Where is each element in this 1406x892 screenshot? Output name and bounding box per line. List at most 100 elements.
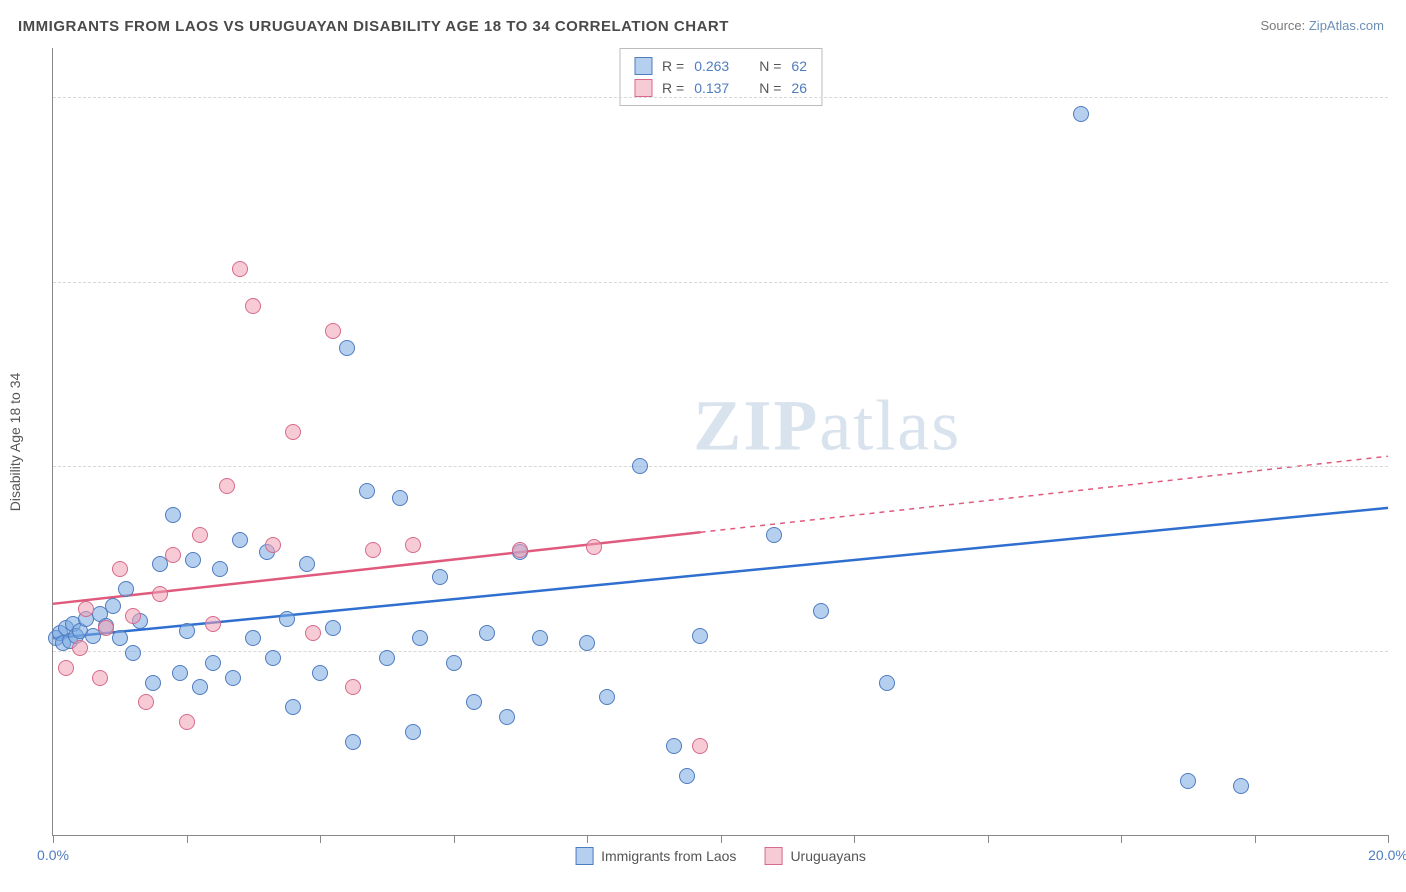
data-point: [666, 738, 682, 754]
data-point: [78, 601, 94, 617]
data-point: [692, 628, 708, 644]
data-point: [265, 537, 281, 553]
xtick: [1388, 835, 1389, 843]
data-point: [265, 650, 281, 666]
data-point: [365, 542, 381, 558]
n-label-pink: N =: [759, 80, 781, 96]
data-point: [879, 675, 895, 691]
data-point: [813, 603, 829, 619]
data-point: [532, 630, 548, 646]
xtick-label: 0.0%: [37, 847, 69, 863]
n-value-pink: 26: [791, 80, 807, 96]
data-point: [92, 670, 108, 686]
r-label-pink: R =: [662, 80, 684, 96]
ytick-label: 30.0%: [1394, 89, 1406, 105]
data-point: [499, 709, 515, 725]
data-point: [219, 478, 235, 494]
data-point: [692, 738, 708, 754]
swatch-blue-icon: [634, 57, 652, 75]
data-point: [392, 490, 408, 506]
data-point: [359, 483, 375, 499]
data-point: [125, 608, 141, 624]
scatter-plot: Disability Age 18 to 34 ZIPatlas R = 0.2…: [52, 48, 1388, 836]
legend-item-laos: Immigrants from Laos: [575, 847, 736, 865]
data-point: [205, 655, 221, 671]
r-value-pink: 0.137: [694, 80, 729, 96]
watermark: ZIPatlas: [693, 384, 961, 467]
data-point: [205, 616, 221, 632]
swatch-pink-icon: [764, 847, 782, 865]
data-point: [72, 640, 88, 656]
data-point: [112, 561, 128, 577]
data-point: [245, 630, 261, 646]
data-point: [405, 537, 421, 553]
data-point: [58, 660, 74, 676]
data-point: [325, 620, 341, 636]
r-label-blue: R =: [662, 58, 684, 74]
gridline: [53, 97, 1388, 98]
y-axis-label: Disability Age 18 to 34: [7, 372, 23, 511]
data-point: [512, 542, 528, 558]
swatch-pink-icon: [634, 79, 652, 97]
data-point: [285, 699, 301, 715]
xtick: [587, 835, 588, 843]
data-point: [138, 694, 154, 710]
watermark-atlas: atlas: [819, 385, 961, 465]
xtick: [53, 835, 54, 843]
data-point: [232, 532, 248, 548]
xtick: [454, 835, 455, 843]
trendline-solid: [53, 508, 1388, 638]
data-point: [632, 458, 648, 474]
data-point: [466, 694, 482, 710]
data-point: [446, 655, 462, 671]
data-point: [379, 650, 395, 666]
xtick-label: 20.0%: [1368, 847, 1406, 863]
data-point: [192, 527, 208, 543]
data-point: [479, 625, 495, 641]
data-point: [125, 645, 141, 661]
data-point: [165, 547, 181, 563]
series-legend: Immigrants from Laos Uruguayans: [575, 847, 866, 865]
xtick: [187, 835, 188, 843]
data-point: [285, 424, 301, 440]
ytick-label: 7.5%: [1394, 643, 1406, 659]
data-point: [185, 552, 201, 568]
data-point: [152, 586, 168, 602]
data-point: [1073, 106, 1089, 122]
data-point: [118, 581, 134, 597]
trendline-dashed: [700, 456, 1388, 532]
data-point: [345, 734, 361, 750]
data-point: [412, 630, 428, 646]
source-prefix: Source:: [1260, 18, 1308, 33]
xtick: [988, 835, 989, 843]
data-point: [232, 261, 248, 277]
data-point: [299, 556, 315, 572]
n-label-blue: N =: [759, 58, 781, 74]
data-point: [586, 539, 602, 555]
data-point: [245, 298, 261, 314]
data-point: [405, 724, 421, 740]
data-point: [145, 675, 161, 691]
data-point: [179, 714, 195, 730]
chart-title: IMMIGRANTS FROM LAOS VS URUGUAYAN DISABI…: [18, 18, 729, 35]
gridline: [53, 651, 1388, 652]
data-point: [172, 665, 188, 681]
gridline: [53, 282, 1388, 283]
data-point: [112, 630, 128, 646]
data-point: [212, 561, 228, 577]
data-point: [766, 527, 782, 543]
data-point: [432, 569, 448, 585]
data-point: [98, 620, 114, 636]
xtick: [721, 835, 722, 843]
n-value-blue: 62: [791, 58, 807, 74]
trendlines-layer: [53, 48, 1388, 835]
xtick: [854, 835, 855, 843]
data-point: [225, 670, 241, 686]
source-link[interactable]: ZipAtlas.com: [1309, 18, 1384, 33]
data-point: [192, 679, 208, 695]
data-point: [1233, 778, 1249, 794]
source-credit: Source: ZipAtlas.com: [1260, 18, 1384, 33]
gridline: [53, 466, 1388, 467]
data-point: [679, 768, 695, 784]
xtick: [320, 835, 321, 843]
